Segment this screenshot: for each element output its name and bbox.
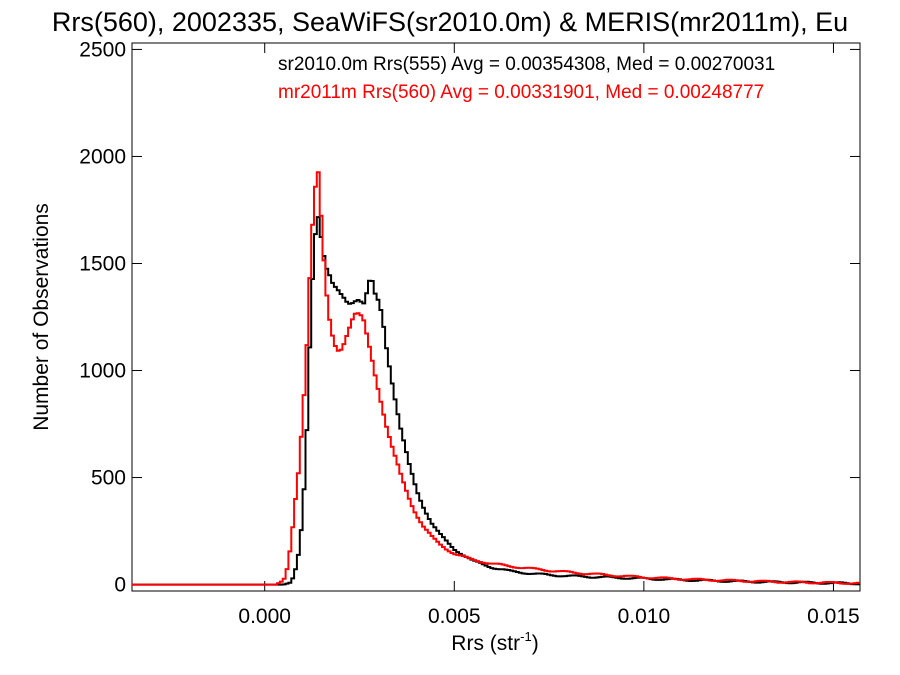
- series-line-1: [132, 216, 860, 586]
- y-tick-label: 500: [91, 467, 126, 490]
- chart-title: Rrs(560), 2002335, SeaWiFS(sr2010.0m) & …: [52, 7, 848, 37]
- legend-series-1-stats: sr2010.0m Rrs(555) Avg = 0.00354308, Med…: [278, 54, 775, 75]
- plot-frame: [131, 42, 861, 592]
- x-axis-label: Rrs (str-1): [451, 629, 538, 655]
- x-tick-label: 0.015: [807, 605, 860, 628]
- x-axis-label-main: Rrs (str: [451, 632, 520, 655]
- x-tick-label: 0.010: [618, 605, 671, 628]
- y-tick-label: 1000: [79, 360, 126, 383]
- legend-series-2-stats: mr2011m Rrs(560) Avg = 0.00331901, Med =…: [278, 82, 764, 103]
- y-tick-label: 1500: [79, 252, 126, 275]
- series-line-2: [132, 171, 860, 586]
- y-axis-label: Number of Observations: [30, 203, 53, 431]
- x-axis: 0.000 0.005 0.010 0.015: [238, 43, 860, 628]
- x-tick-label: 0.005: [428, 605, 481, 628]
- x-axis-label-superscript: -1: [520, 629, 532, 644]
- series-layer: [132, 171, 860, 586]
- x-tick-label: 0.000: [238, 605, 291, 628]
- x-axis-label-close: ): [532, 632, 539, 655]
- y-tick-label: 2000: [79, 145, 126, 168]
- y-tick-label: 2500: [79, 38, 126, 61]
- y-axis: 0 500 1000 1500 2000 2500: [79, 38, 860, 597]
- y-tick-label: 0: [114, 574, 126, 597]
